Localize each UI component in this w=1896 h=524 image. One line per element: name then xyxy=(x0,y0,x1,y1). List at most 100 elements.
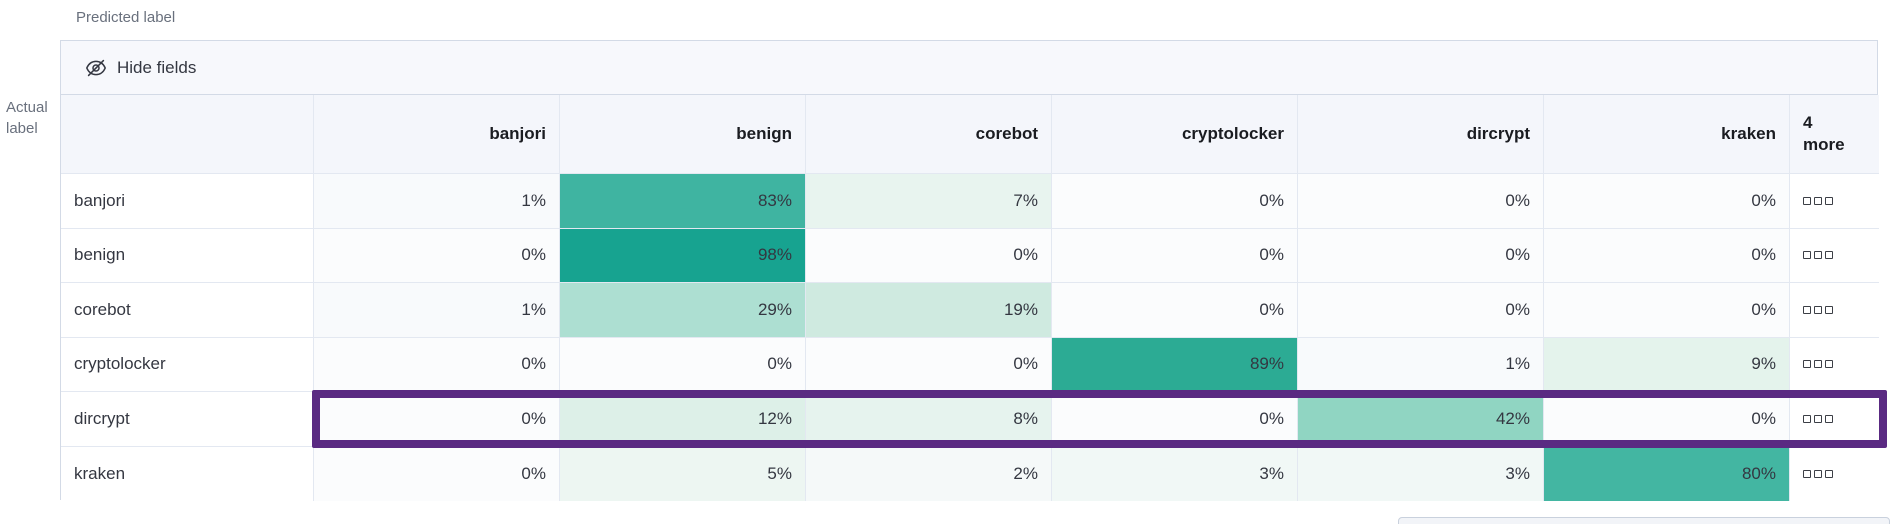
row-label-text: dircrypt xyxy=(74,408,130,428)
cell-value: 0% xyxy=(1259,245,1284,265)
cell-value: 0% xyxy=(1751,245,1776,265)
predicted-axis-label: Predicted label xyxy=(76,9,176,26)
matrix-cell-kraken-kraken[interactable]: 80% xyxy=(1544,446,1790,501)
cell-value: 2% xyxy=(1013,463,1038,483)
actual-axis-label: Actual label xyxy=(6,97,56,139)
matrix-cell-cryptolocker-cryptolocker[interactable]: 89% xyxy=(1052,337,1298,392)
row-actions-button-banjori[interactable] xyxy=(1790,174,1879,229)
matrix-cell-banjori-dircrypt[interactable]: 0% xyxy=(1298,174,1544,229)
matrix-cell-cryptolocker-benign[interactable]: 0% xyxy=(560,337,806,392)
matrix-cell-corebot-kraken[interactable]: 0% xyxy=(1544,283,1790,338)
horizontal-scrollbar[interactable] xyxy=(1398,517,1890,524)
row-actions-icon xyxy=(1803,414,1833,423)
matrix-cell-kraken-corebot[interactable]: 2% xyxy=(806,446,1052,501)
cell-value: 0% xyxy=(1751,408,1776,428)
row-actions-icon xyxy=(1803,360,1833,369)
row-actions-icon xyxy=(1803,305,1833,314)
row-label-text: cryptolocker xyxy=(74,354,166,374)
cell-value: 0% xyxy=(1505,245,1530,265)
matrix-cell-dircrypt-corebot[interactable]: 8% xyxy=(806,392,1052,447)
matrix-cell-cryptolocker-dircrypt[interactable]: 1% xyxy=(1298,337,1544,392)
column-header-label: corebot xyxy=(975,124,1038,143)
matrix-cell-kraken-dircrypt[interactable]: 3% xyxy=(1298,446,1544,501)
column-header-benign[interactable]: benign xyxy=(560,95,806,174)
matrix-cell-benign-dircrypt[interactable]: 0% xyxy=(1298,228,1544,283)
cell-value: 0% xyxy=(521,463,546,483)
hide-fields-label: Hide fields xyxy=(117,57,197,77)
row-label-kraken[interactable]: kraken xyxy=(61,446,314,501)
matrix-cell-corebot-benign[interactable]: 29% xyxy=(560,283,806,338)
cell-value: 89% xyxy=(1249,354,1284,374)
column-header-label: cryptolocker xyxy=(1181,124,1284,143)
cell-value: 7% xyxy=(1013,190,1038,210)
matrix-cell-kraken-benign[interactable]: 5% xyxy=(560,446,806,501)
row-label-text: benign xyxy=(74,245,126,265)
eye-closed-icon xyxy=(85,57,107,79)
matrix-cell-banjori-banjori[interactable]: 1% xyxy=(314,174,560,229)
matrix-cell-dircrypt-cryptolocker[interactable]: 0% xyxy=(1052,392,1298,447)
cell-value: 1% xyxy=(521,190,546,210)
matrix-cell-cryptolocker-kraken[interactable]: 9% xyxy=(1544,337,1790,392)
row-actions-button-cryptolocker[interactable] xyxy=(1790,337,1879,392)
matrix-cell-cryptolocker-banjori[interactable]: 0% xyxy=(314,337,560,392)
actual-axis-label-line1: Actual xyxy=(6,99,48,116)
matrix-cell-corebot-banjori[interactable]: 1% xyxy=(314,283,560,338)
matrix-cell-dircrypt-kraken[interactable]: 0% xyxy=(1544,392,1790,447)
column-header-label: banjori xyxy=(489,124,546,143)
column-header-cryptolocker[interactable]: cryptolocker xyxy=(1052,95,1298,174)
matrix-cell-corebot-dircrypt[interactable]: 0% xyxy=(1298,283,1544,338)
row-label-banjori[interactable]: banjori xyxy=(61,174,314,229)
matrix-cell-banjori-kraken[interactable]: 0% xyxy=(1544,174,1790,229)
cell-value: 0% xyxy=(521,408,546,428)
matrix-cell-corebot-corebot[interactable]: 19% xyxy=(806,283,1052,338)
cell-value: 0% xyxy=(1259,299,1284,319)
matrix-cell-benign-benign[interactable]: 98% xyxy=(560,228,806,283)
row-actions-button-benign[interactable] xyxy=(1790,228,1879,283)
hide-fields-button[interactable]: Hide fields xyxy=(61,41,1877,95)
matrix-cell-banjori-cryptolocker[interactable]: 0% xyxy=(1052,174,1298,229)
column-header-banjori[interactable]: banjori xyxy=(314,95,560,174)
actual-axis-label-line2: label xyxy=(6,120,38,137)
cell-value: 19% xyxy=(1003,299,1038,319)
matrix-cell-cryptolocker-corebot[interactable]: 0% xyxy=(806,337,1052,392)
row-label-text: corebot xyxy=(74,299,131,319)
column-header-corebot[interactable]: corebot xyxy=(806,95,1052,174)
cell-value: 0% xyxy=(1505,299,1530,319)
matrix-cell-dircrypt-banjori[interactable]: 0% xyxy=(314,392,560,447)
matrix-cell-banjori-benign[interactable]: 83% xyxy=(560,174,806,229)
cell-value: 80% xyxy=(1741,463,1776,483)
matrix-cell-banjori-corebot[interactable]: 7% xyxy=(806,174,1052,229)
cell-value: 12% xyxy=(757,408,792,428)
cell-value: 3% xyxy=(1505,463,1530,483)
row-label-text: banjori xyxy=(74,190,126,210)
cell-value: 0% xyxy=(767,354,792,374)
matrix-cell-benign-banjori[interactable]: 0% xyxy=(314,228,560,283)
matrix-cell-corebot-cryptolocker[interactable]: 0% xyxy=(1052,283,1298,338)
row-actions-button-kraken[interactable] xyxy=(1790,446,1879,501)
matrix-cell-benign-corebot[interactable]: 0% xyxy=(806,228,1052,283)
matrix-cell-benign-cryptolocker[interactable]: 0% xyxy=(1052,228,1298,283)
matrix-cell-dircrypt-benign[interactable]: 12% xyxy=(560,392,806,447)
matrix-cell-kraken-cryptolocker[interactable]: 3% xyxy=(1052,446,1298,501)
row-actions-button-corebot[interactable] xyxy=(1790,283,1879,338)
cell-value: 0% xyxy=(521,354,546,374)
row-label-corebot[interactable]: corebot xyxy=(61,283,314,338)
row-actions-button-dircrypt[interactable] xyxy=(1790,392,1879,447)
column-header-label: benign xyxy=(736,124,792,143)
cell-value: 42% xyxy=(1495,408,1530,428)
row-label-benign[interactable]: benign xyxy=(61,228,314,283)
cell-value: 29% xyxy=(757,299,792,319)
matrix-cell-dircrypt-dircrypt[interactable]: 42% xyxy=(1298,392,1544,447)
matrix-cell-benign-kraken[interactable]: 0% xyxy=(1544,228,1790,283)
column-header-dircrypt[interactable]: dircrypt xyxy=(1298,95,1544,174)
cell-value: 5% xyxy=(767,463,792,483)
confusion-matrix-table: Hide fields banjori benign corebot cryptolo… xyxy=(60,40,1879,501)
row-label-cryptolocker[interactable]: cryptolocker xyxy=(61,337,314,392)
row-label-dircrypt[interactable]: dircrypt xyxy=(61,392,314,447)
column-header-kraken[interactable]: kraken xyxy=(1544,95,1790,174)
row-actions-icon xyxy=(1803,251,1833,260)
matrix-cell-kraken-banjori[interactable]: 0% xyxy=(314,446,560,501)
column-header-more[interactable]: 4 more xyxy=(1790,95,1879,174)
cell-value: 0% xyxy=(1013,245,1038,265)
cell-value: 3% xyxy=(1259,463,1284,483)
